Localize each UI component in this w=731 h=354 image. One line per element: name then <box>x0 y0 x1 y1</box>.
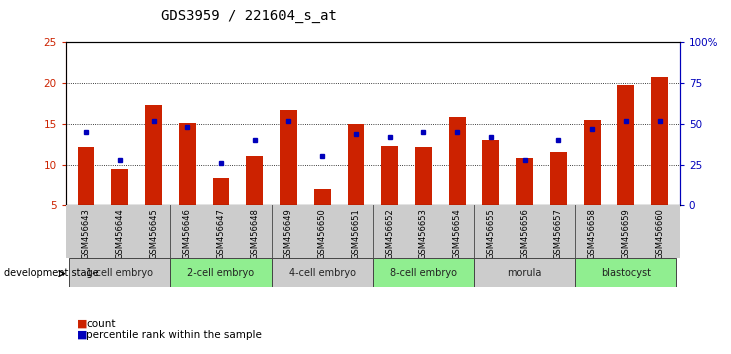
Bar <box>280 110 297 205</box>
Text: GSM456654: GSM456654 <box>452 208 462 259</box>
Text: 2-cell embryo: 2-cell embryo <box>187 268 254 278</box>
Text: GSM456652: GSM456652 <box>385 208 394 259</box>
Bar <box>213 178 230 205</box>
Text: GSM456649: GSM456649 <box>284 208 293 259</box>
Text: development stage: development stage <box>4 268 98 278</box>
Bar <box>272 258 373 287</box>
Text: GSM456655: GSM456655 <box>486 208 496 259</box>
Bar <box>69 258 170 287</box>
Bar <box>449 118 466 205</box>
Text: GSM456646: GSM456646 <box>183 208 192 259</box>
Text: count: count <box>86 319 115 329</box>
Text: 1-cell embryo: 1-cell embryo <box>86 268 154 278</box>
Text: 8-cell embryo: 8-cell embryo <box>390 268 457 278</box>
Bar <box>77 147 94 205</box>
Text: GSM456643: GSM456643 <box>82 208 91 259</box>
Text: GSM456647: GSM456647 <box>216 208 225 259</box>
Text: GSM456651: GSM456651 <box>352 208 360 259</box>
Text: 4-cell embryo: 4-cell embryo <box>289 268 356 278</box>
Bar <box>145 105 162 205</box>
Text: blastocyst: blastocyst <box>601 268 651 278</box>
Text: GSM456645: GSM456645 <box>149 208 158 259</box>
Bar <box>415 147 432 205</box>
Bar <box>382 146 398 205</box>
Bar <box>550 152 567 205</box>
Bar <box>482 140 499 205</box>
Bar <box>347 124 364 205</box>
Text: percentile rank within the sample: percentile rank within the sample <box>86 330 262 339</box>
Bar <box>474 258 575 287</box>
Bar <box>373 258 474 287</box>
Text: GSM456660: GSM456660 <box>655 208 664 259</box>
Text: GSM456658: GSM456658 <box>588 208 596 259</box>
Text: GSM456644: GSM456644 <box>115 208 124 259</box>
Text: GSM456657: GSM456657 <box>554 208 563 259</box>
Bar <box>246 156 263 205</box>
Text: GSM456656: GSM456656 <box>520 208 529 259</box>
Bar <box>516 158 533 205</box>
Bar <box>583 120 601 205</box>
Text: morula: morula <box>507 268 542 278</box>
Text: GSM456650: GSM456650 <box>318 208 327 259</box>
Text: GDS3959 / 221604_s_at: GDS3959 / 221604_s_at <box>161 9 337 23</box>
Text: GSM456659: GSM456659 <box>621 208 630 259</box>
Bar <box>179 123 196 205</box>
Text: GSM456653: GSM456653 <box>419 208 428 259</box>
Text: ■: ■ <box>77 330 87 339</box>
Bar <box>111 169 128 205</box>
Bar <box>575 258 676 287</box>
Text: ■: ■ <box>77 319 87 329</box>
Bar <box>314 189 330 205</box>
Bar <box>170 258 272 287</box>
Bar <box>651 77 668 205</box>
Bar <box>618 85 635 205</box>
Text: GSM456648: GSM456648 <box>250 208 260 259</box>
